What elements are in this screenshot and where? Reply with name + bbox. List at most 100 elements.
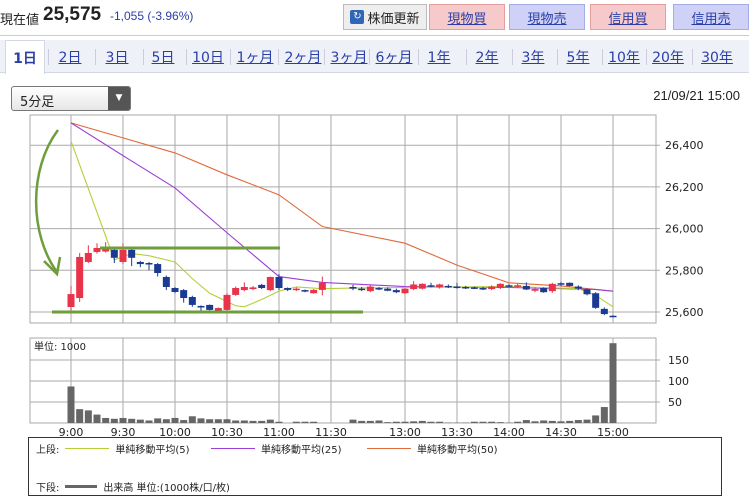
tab-1[interactable]: 2日: [58, 49, 82, 66]
candle: [366, 284, 374, 293]
volume-bar: [76, 409, 84, 423]
tab-0[interactable]: 1日: [5, 40, 45, 74]
chart-legend: 上段: 単純移動平均(5) 単純移動平均(25) 単純移動平均(50) 下段: …: [28, 437, 722, 496]
tab-11[interactable]: 3年: [521, 49, 545, 66]
volume-bar: [214, 419, 222, 423]
candle-body: [488, 286, 496, 290]
volume-bar: [310, 421, 318, 423]
interval-select[interactable]: 5分足 ▼: [11, 86, 131, 111]
candle-body: [128, 249, 136, 258]
tab-separator: [324, 49, 325, 65]
candle-body: [540, 288, 548, 293]
candle: [574, 285, 582, 291]
volume-bar: [401, 421, 409, 423]
tab-separator: [466, 49, 467, 65]
candle-body: [318, 282, 326, 290]
volume-bar: [110, 418, 118, 423]
candle: [479, 286, 487, 291]
tab-15[interactable]: 30年: [701, 49, 733, 66]
candle-body: [232, 288, 240, 295]
tab-separator: [95, 49, 96, 65]
candle: [154, 263, 162, 277]
candle-body: [84, 252, 92, 262]
candle: [375, 286, 383, 291]
candle: [427, 282, 435, 288]
tab-separator: [602, 49, 603, 65]
candle: [145, 261, 153, 271]
candle: [531, 287, 539, 293]
legend-lower-label: 下段:: [36, 483, 60, 494]
volume-bar: [67, 386, 75, 423]
annotation-arrow-icon: [34, 129, 60, 273]
tab-13[interactable]: 10年: [608, 49, 640, 66]
price-plot-frame: [29, 114, 657, 324]
candle-body: [275, 276, 283, 289]
current-price: 25,575: [43, 4, 102, 25]
spot-sell-button[interactable]: 現物売: [509, 4, 585, 30]
volume-bar: [240, 420, 248, 423]
volume-bar: [136, 419, 144, 423]
tab-8[interactable]: 6ヶ月: [375, 49, 413, 66]
tab-2[interactable]: 3日: [105, 49, 129, 66]
volume-bar: [392, 421, 400, 423]
volume-bar: [410, 421, 418, 423]
volume-bar: [600, 407, 608, 423]
chart-timestamp: 21/09/21 15:00: [653, 88, 740, 103]
candle-body: [436, 284, 444, 288]
volume-bar: [93, 414, 101, 423]
ma5-swatch: [65, 448, 110, 449]
volume-bar: [375, 420, 383, 423]
candle: [223, 292, 231, 311]
x-tick-label: 9:30: [111, 426, 136, 439]
volume-bar: [427, 421, 435, 423]
legend-ma25: 単純移動平均(25): [261, 445, 342, 456]
margin-buy-button[interactable]: 信用買: [590, 4, 666, 30]
candle: [162, 275, 170, 291]
candle-body: [427, 285, 435, 287]
candle-body: [119, 249, 127, 262]
candle-body: [171, 288, 179, 292]
tab-3[interactable]: 5日: [151, 49, 175, 66]
candle-body: [548, 283, 556, 292]
spot-buy-button[interactable]: 現物買: [429, 4, 505, 30]
tab-9[interactable]: 1年: [427, 49, 451, 66]
volume-bar: [540, 420, 548, 423]
tab-7[interactable]: 3ヶ月: [330, 49, 368, 66]
candle-body: [583, 289, 591, 295]
tab-10[interactable]: 2年: [475, 49, 499, 66]
volume-bar: [514, 421, 522, 423]
volume-bar: [479, 421, 487, 423]
volume-bar: [566, 420, 574, 423]
candle: [197, 305, 205, 311]
tab-12[interactable]: 5年: [566, 49, 590, 66]
tab-separator: [692, 49, 693, 65]
volume-bar: [436, 421, 444, 423]
x-tick-label: 13:30: [441, 426, 473, 439]
margin-sell-button[interactable]: 信用売: [673, 4, 749, 30]
candle-body: [505, 285, 513, 287]
volume-bar: [574, 420, 582, 423]
refresh-price-button[interactable]: ↻ 株価更新: [343, 4, 427, 30]
candle: [522, 282, 530, 291]
tab-5[interactable]: 1ヶ月: [236, 49, 274, 66]
candle-body: [522, 285, 530, 290]
candle: [583, 288, 591, 296]
legend-ma5: 単純移動平均(5): [115, 445, 190, 456]
tab-6[interactable]: 2ヶ月: [284, 49, 322, 66]
price-change: -1,055 (-3.96%): [110, 9, 194, 23]
candle-body: [392, 290, 400, 293]
candle-body: [93, 247, 101, 252]
candle-body: [266, 276, 274, 291]
candle-body: [180, 290, 188, 299]
volume-bar: [522, 420, 530, 423]
candle-body: [462, 286, 470, 289]
candle: [540, 287, 548, 293]
volume-bar: [119, 417, 127, 423]
volume-bar: [249, 420, 257, 423]
volume-bar: [154, 418, 162, 423]
tab-4[interactable]: 10日: [192, 49, 224, 66]
candle-body: [76, 256, 84, 299]
volume-bar: [171, 417, 179, 423]
tab-14[interactable]: 20年: [652, 49, 684, 66]
candle-body: [301, 290, 309, 292]
